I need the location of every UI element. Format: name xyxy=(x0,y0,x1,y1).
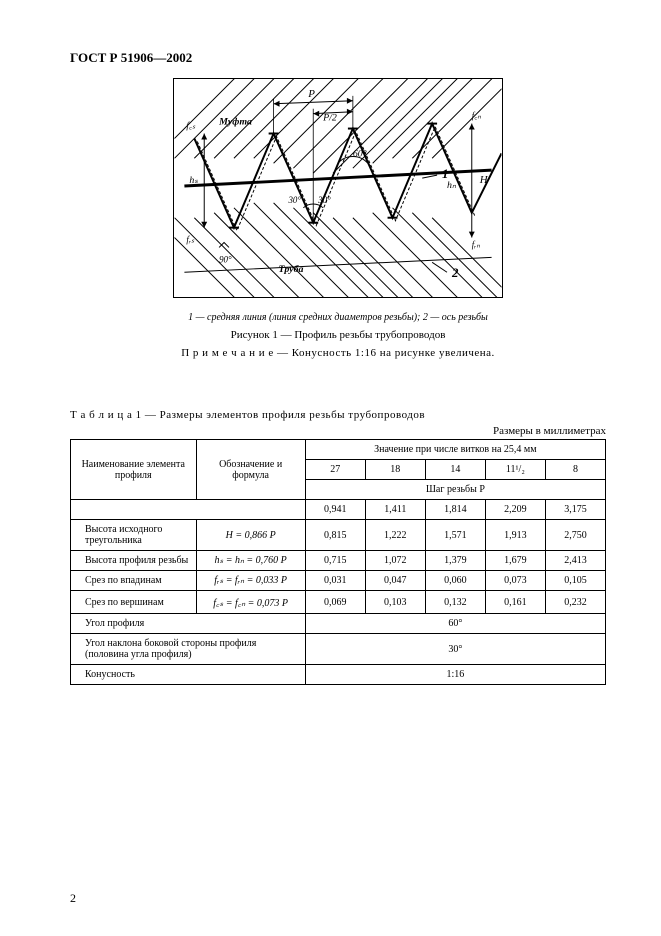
label-60: 60° xyxy=(353,148,367,159)
row-label: Высота профиля резьбы xyxy=(71,551,197,571)
cell: 0,105 xyxy=(545,571,605,591)
row-label: Срез по вершинам xyxy=(71,591,197,614)
label-90: 90° xyxy=(219,254,232,264)
page: ГОСТ Р 51906—2002 xyxy=(0,0,661,936)
cell: 0,132 xyxy=(425,591,485,614)
formula-text: f꜀ₛ = f꜀ₙ = 0,073 P xyxy=(213,598,288,609)
label-hs: hₛ xyxy=(189,175,198,186)
label-two: 2 xyxy=(451,266,459,280)
pitch-3: 2,209 xyxy=(485,500,545,520)
table-row: Конусность 1:16 xyxy=(71,665,606,685)
threads-14: 14 xyxy=(425,460,485,480)
table-row: Срез по вершинам f꜀ₛ = f꜀ₙ = 0,073 P 0,0… xyxy=(71,591,606,614)
cell: 0,073 xyxy=(485,571,545,591)
cell: 1,913 xyxy=(485,520,545,551)
col-header-formula: Обозначение и формула xyxy=(196,440,305,500)
row-label: Срез по впадинам xyxy=(71,571,197,591)
label-truba: Труба xyxy=(279,264,304,275)
cell: 1,072 xyxy=(365,551,425,571)
cell: 0,031 xyxy=(305,571,365,591)
pitch-2: 1,814 xyxy=(425,500,485,520)
formula-text: H = 0,866 P xyxy=(226,530,276,541)
page-number: 2 xyxy=(70,891,76,906)
angle-profile-label: Угол профиля xyxy=(71,614,306,634)
label-mufta: Муфта xyxy=(218,117,252,128)
table-title: Т а б л и ц а 1 — Размеры элементов проф… xyxy=(70,409,606,421)
pitch-label: Шаг резьбы P xyxy=(305,480,605,500)
angle-side-label: Угол наклона боковой стороны профиля (по… xyxy=(71,634,306,665)
cell: 2,413 xyxy=(545,551,605,571)
cell: 1,679 xyxy=(485,551,545,571)
angle-side-value: 30° xyxy=(305,634,605,665)
cell: 0,103 xyxy=(365,591,425,614)
taper-label: Конусность xyxy=(71,665,306,685)
label-frs: fᵣₛ xyxy=(186,235,195,245)
cell: 0,069 xyxy=(305,591,365,614)
cell: 0,815 xyxy=(305,520,365,551)
thread-profile-diagram: P P/2 60° 30° 30° 90° Муфта Труба 1 2 H … xyxy=(173,78,503,298)
label-hn: hₙ xyxy=(447,180,457,191)
cell: 0,047 xyxy=(365,571,425,591)
cell: 0,161 xyxy=(485,591,545,614)
label-P: P xyxy=(307,88,315,100)
taper-value: 1:16 xyxy=(305,665,605,685)
col-header-name: Наименование элемента профиля xyxy=(71,440,197,500)
cell: 0,232 xyxy=(545,591,605,614)
pitch-4: 3,175 xyxy=(545,500,605,520)
cell: 0,060 xyxy=(425,571,485,591)
cell: 1,571 xyxy=(425,520,485,551)
formula-text: fᵣₛ = fᵣₙ = 0,033 P xyxy=(214,575,287,586)
row-formula: f꜀ₛ = f꜀ₙ = 0,073 P xyxy=(196,591,305,614)
table-row: Высота исходного треугольника H = 0,866 … xyxy=(71,520,606,551)
label-30b: 30° xyxy=(317,195,331,205)
label-frn: fᵣₙ xyxy=(472,239,481,249)
figure-caption: Рисунок 1 — Профиль резьбы трубопроводов xyxy=(70,329,606,341)
threads-27: 27 xyxy=(305,460,365,480)
threads-18: 18 xyxy=(365,460,425,480)
profile-table: Наименование элемента профиля Обозначени… xyxy=(70,439,606,685)
table-row: 0,941 1,411 1,814 2,209 3,175 xyxy=(71,500,606,520)
row-formula: H = 0,866 P xyxy=(196,520,305,551)
table-row: Угол наклона боковой стороны профиля (по… xyxy=(71,634,606,665)
legend-2: 2 — ось резьбы xyxy=(423,312,488,323)
label-P2: P/2 xyxy=(322,113,337,124)
legend-1: 1 — средняя линия (линия средних диаметр… xyxy=(188,312,423,323)
label-30a: 30° xyxy=(287,195,301,205)
cell: 2,750 xyxy=(545,520,605,551)
row-formula: hₛ = hₙ = 0,760 P xyxy=(196,551,305,571)
figure-note: П р и м е ч а н и е — Конусность 1:16 на… xyxy=(70,347,606,359)
threads-11: 11¹/₂ xyxy=(485,460,545,480)
document-header: ГОСТ Р 51906—2002 xyxy=(70,50,606,66)
cell: 0,715 xyxy=(305,551,365,571)
threads-8: 8 xyxy=(545,460,605,480)
col-header-values: Значение при числе витков на 25,4 мм xyxy=(305,440,605,460)
table-row: Высота профиля резьбы hₛ = hₙ = 0,760 P … xyxy=(71,551,606,571)
row-label: Высота исходного треугольника xyxy=(71,520,197,551)
table-row: Угол профиля 60° xyxy=(71,614,606,634)
formula-text: hₛ = hₙ = 0,760 P xyxy=(214,555,286,566)
label-fcn: f꜀ₙ xyxy=(472,111,482,121)
label-H: H xyxy=(479,174,489,186)
row-formula: fᵣₛ = fᵣₙ = 0,033 P xyxy=(196,571,305,591)
table-units: Размеры в миллиметрах xyxy=(70,425,606,437)
pitch-0: 0,941 xyxy=(305,500,365,520)
cell: 1,222 xyxy=(365,520,425,551)
cell: 1,379 xyxy=(425,551,485,571)
label-fcs: f꜀ₛ xyxy=(186,121,196,131)
angle-profile-value: 60° xyxy=(305,614,605,634)
diagram-legend: 1 — средняя линия (линия средних диаметр… xyxy=(70,312,606,323)
table-row: Наименование элемента профиля Обозначени… xyxy=(71,440,606,460)
table-row: Срез по впадинам fᵣₛ = fᵣₙ = 0,033 P 0,0… xyxy=(71,571,606,591)
pitch-1: 1,411 xyxy=(365,500,425,520)
label-one: 1 xyxy=(442,167,448,181)
